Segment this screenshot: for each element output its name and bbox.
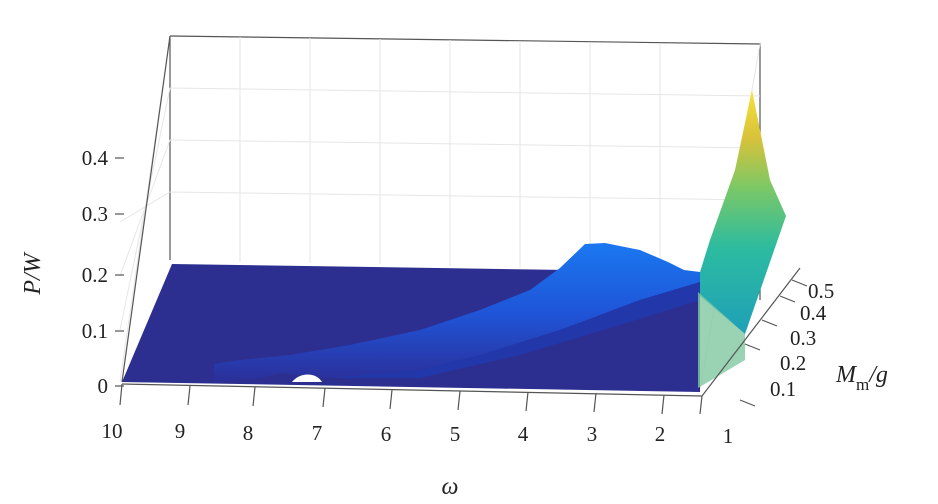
y-tick-label: 0.5: [808, 279, 834, 303]
x-tick-label: 4: [518, 422, 529, 446]
y-tick-label: 0.4: [800, 301, 827, 325]
x-tick-label: 5: [450, 422, 461, 446]
x-tick-label: 10: [102, 419, 123, 443]
y-label-rest: /g: [867, 362, 888, 388]
x-tick-label: 8: [243, 421, 254, 445]
x-axis-label: ω: [442, 474, 459, 500]
ridge-notch: [292, 374, 322, 382]
x-tick-label: 1: [723, 424, 734, 448]
y-axis: [701, 267, 808, 407]
surface-ridge: [214, 243, 700, 382]
x-axis: [119, 383, 703, 415]
z-tick-labels: 0 0.1 0.2 0.3 0.4: [82, 146, 109, 398]
x-tick-label: 2: [655, 422, 666, 446]
z-axis: [115, 35, 171, 387]
y-tick-labels: 0.1 0.2 0.3 0.4 0.5: [770, 279, 834, 401]
z-tick-label: 0.2: [82, 263, 108, 287]
z-tick-label: 0.4: [82, 146, 109, 170]
y-tick-label: 0.2: [780, 351, 806, 375]
x-tick-label: 3: [587, 422, 598, 446]
x-tick-label: 7: [312, 421, 323, 445]
x-tick-label: 6: [381, 422, 392, 446]
x-tick-label: 9: [175, 419, 186, 443]
z-tick-label: 0: [98, 374, 109, 398]
surface-edge: [700, 90, 786, 334]
y-tick-label: 0.3: [790, 326, 816, 350]
y-tick-label: 0.1: [770, 377, 796, 401]
edge-side-strip: [698, 292, 745, 388]
y-label-sub: m: [856, 375, 869, 394]
y-label-base: M: [835, 362, 858, 388]
z-axis-label: P/W: [20, 251, 46, 295]
z-tick-label: 0.3: [82, 202, 108, 226]
x-tick-labels: 10 9 8 7 6 5 4 3 2 1: [102, 419, 734, 448]
z-tick-label: 0.1: [82, 319, 108, 343]
y-axis-label: Mm/g: [835, 362, 888, 394]
